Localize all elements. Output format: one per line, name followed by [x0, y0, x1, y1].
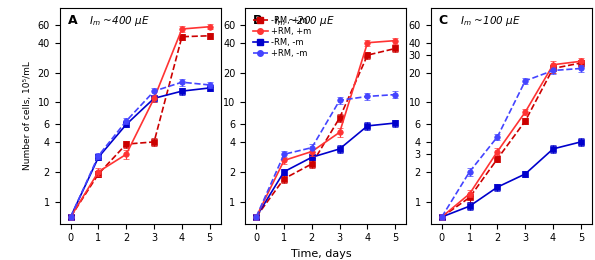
Text: I$_m$ ~100 μE: I$_m$ ~100 μE	[460, 14, 521, 28]
Text: C: C	[439, 14, 448, 27]
Legend: -RM, +m, +RM, +m, -RM, -m, +RM, -m: -RM, +m, +RM, +m, -RM, -m, +RM, -m	[251, 14, 313, 60]
Text: Time, days: Time, days	[291, 249, 352, 259]
Text: I$_m$ ~400 μE: I$_m$ ~400 μE	[89, 14, 149, 28]
Text: I$_m$ ~200 μE: I$_m$ ~200 μE	[274, 14, 335, 28]
Y-axis label: Number of cells, 10⁵/mL: Number of cells, 10⁵/mL	[23, 61, 32, 170]
Text: B: B	[253, 14, 262, 27]
Text: A: A	[68, 14, 77, 27]
